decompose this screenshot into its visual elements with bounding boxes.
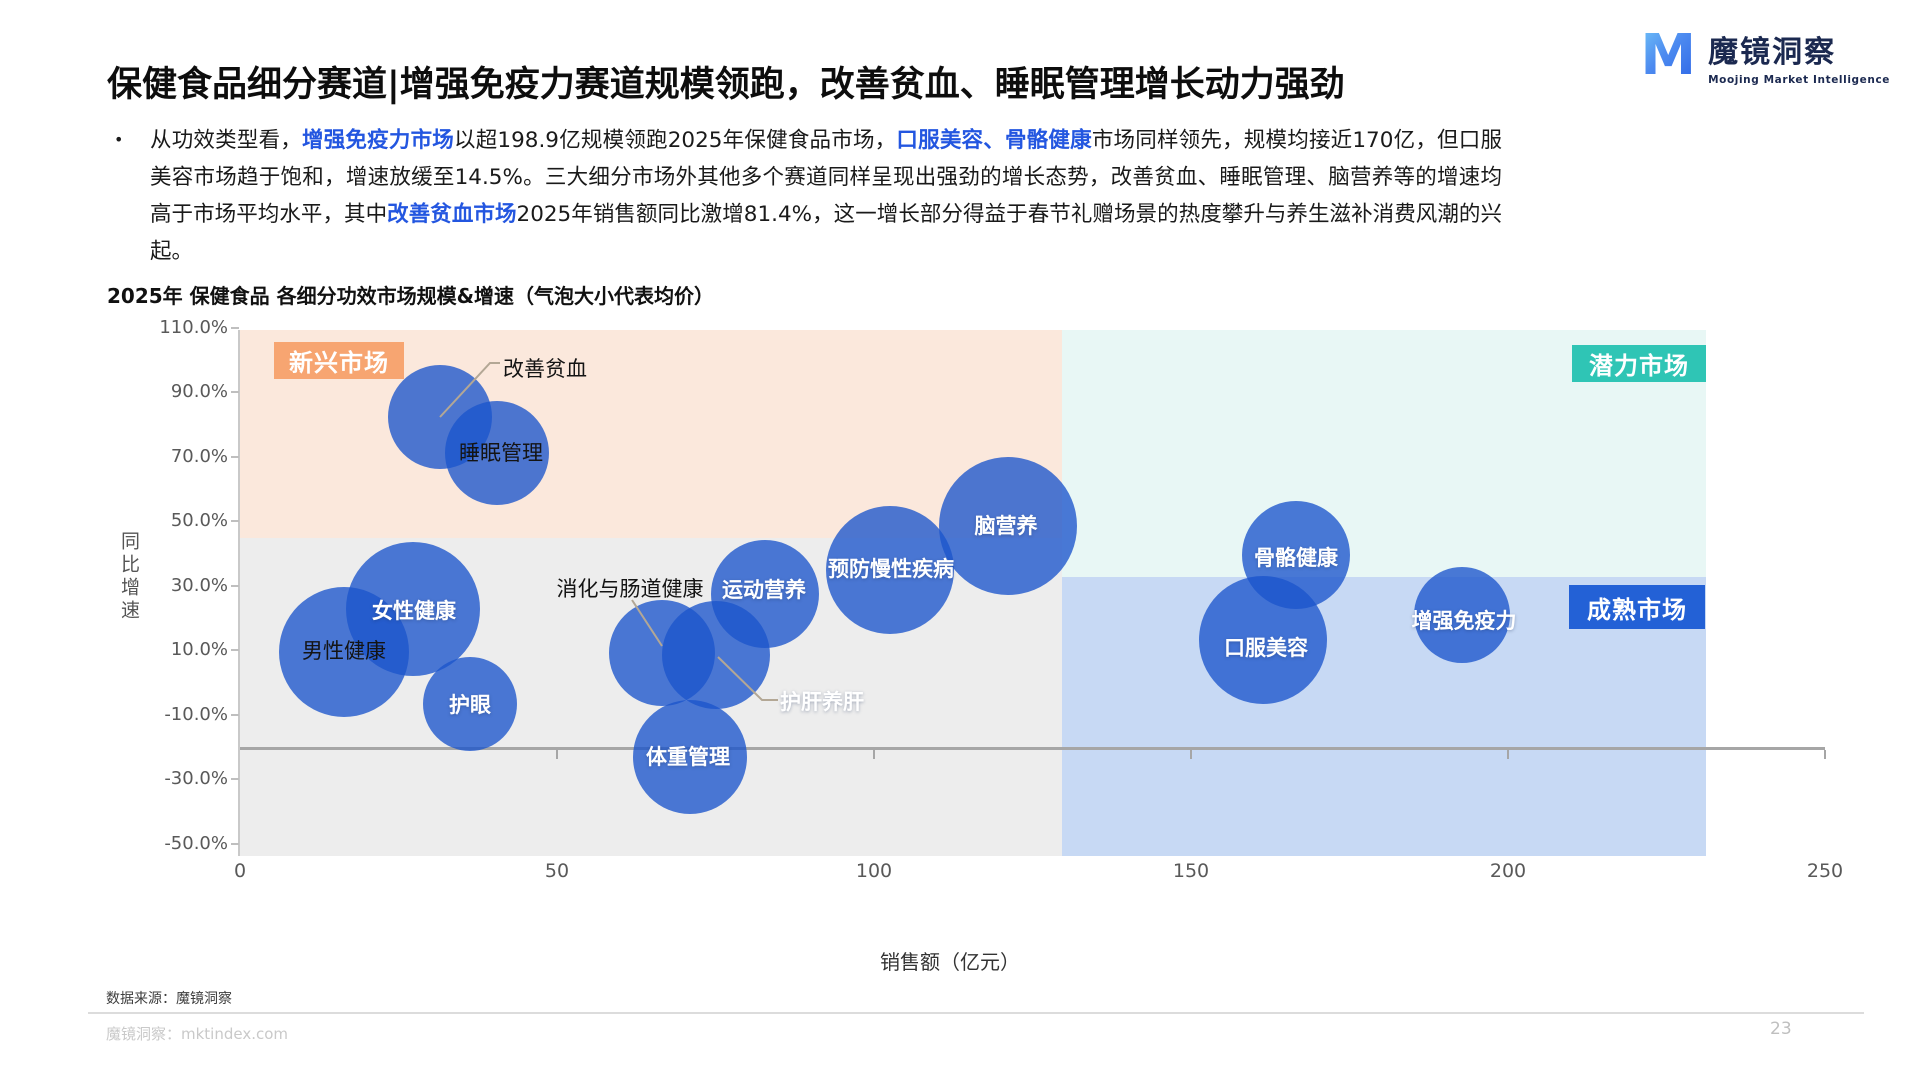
brand-logo-text: 魔镜洞察 Moojing Market Intelligence — [1708, 27, 1890, 86]
summary-paragraph: 从功效类型看，增强免疫力市场以超198.9亿规模领跑2025年保健食品市场，口服… — [150, 122, 1502, 270]
brand-name: 魔镜洞察 — [1708, 34, 1837, 70]
bubble-口服美容 — [1199, 576, 1327, 704]
x-tick-label: 50 — [544, 860, 570, 882]
quadrant-label-emerging: 新兴市场 — [274, 342, 404, 379]
x-axis-tick-mark — [1824, 750, 1826, 759]
quadrant-label-mature: 成熟市场 — [1569, 585, 1705, 629]
x-tick-label: 200 — [1489, 860, 1527, 882]
y-tick-label: -50.0% — [164, 833, 228, 854]
bubble-label-护肝养肝: 护肝养肝 — [780, 690, 864, 714]
y-tick-mark — [231, 585, 239, 587]
bubble-男性健康 — [279, 587, 409, 717]
summary-segment-blue: 口服美容、骨骼健康 — [896, 128, 1092, 153]
y-tick-mark — [231, 649, 239, 651]
summary-segment-normal: 市场同样领先，规模均接近170亿，但口服美容市场趋于饱和，增速放缓至14.5%。… — [150, 128, 1502, 227]
y-tick-mark — [231, 391, 239, 393]
x-tick-label: 250 — [1806, 860, 1844, 882]
y-tick-mark — [231, 327, 239, 329]
chart-title: 2025年 保健食品 各细分功效市场规模&增速（气泡大小代表均价） — [107, 284, 715, 308]
y-tick-label: -10.0% — [164, 704, 228, 725]
y-tick-label: 50.0% — [170, 510, 228, 531]
bubble-label-增强免疫力: 增强免疫力 — [1411, 609, 1517, 633]
bubble-label-女性健康: 女性健康 — [372, 599, 456, 623]
y-tick-mark — [231, 520, 239, 522]
x-axis-tick-mark — [1190, 750, 1192, 759]
y-tick-mark — [231, 843, 239, 845]
y-axis-title: 同比增速 — [118, 531, 140, 623]
y-tick-label: 70.0% — [170, 446, 228, 467]
page-title: 保健食品细分赛道|增强免疫力赛道规模领跑，改善贫血、睡眠管理增长动力强劲 — [107, 65, 1345, 105]
summary-segment-blue: 改善贫血市场 — [387, 202, 517, 227]
summary-segment-normal: 从功效类型看， — [150, 128, 302, 153]
y-tick-mark — [231, 456, 239, 458]
bubble-label-骨骼健康: 骨骼健康 — [1254, 546, 1338, 570]
bubble-label-男性健康: 男性健康 — [302, 639, 386, 663]
bubble-增强免疫力 — [1414, 567, 1510, 663]
x-axis-title: 销售额（亿元） — [880, 950, 1020, 974]
summary-segment-blue: 增强免疫力市场 — [302, 128, 454, 153]
y-axis-line — [238, 330, 240, 856]
bubble-护眼 — [423, 657, 517, 751]
x-axis-line — [240, 747, 1825, 750]
x-axis-tick-mark — [1507, 750, 1509, 759]
bubble-label-预防慢性疾病: 预防慢性疾病 — [828, 557, 954, 581]
summary-segment-normal: 以超198.9亿规模领跑2025年保健食品市场， — [454, 128, 897, 153]
y-tick-label: 90.0% — [170, 381, 228, 402]
y-tick-mark — [231, 714, 239, 716]
brand-subtitle: Moojing Market Intelligence — [1708, 73, 1890, 86]
bubble-体重管理 — [633, 700, 747, 814]
x-tick-label: 0 — [233, 860, 247, 882]
data-source-note: 数据来源：魔镜洞察 — [106, 991, 232, 1007]
bubble-预防慢性疾病 — [826, 506, 954, 634]
y-tick-mark — [231, 778, 239, 780]
summary-bullet: • — [114, 130, 124, 149]
bubble-label-睡眠管理: 睡眠管理 — [459, 441, 543, 465]
summary-segment-normal: 2025年销售额同比激增81.4%，这一增长部分得益于春节礼赠场景的热度攀升与养… — [150, 202, 1502, 264]
page-number: 23 — [1770, 1019, 1792, 1039]
y-tick-label: -30.0% — [164, 768, 228, 789]
bubble-运动营养 — [711, 540, 819, 648]
y-tick-label: 30.0% — [170, 575, 228, 596]
bubble-label-改善贫血: 改善贫血 — [503, 357, 587, 381]
x-axis-tick-mark — [556, 750, 558, 759]
bubble-label-消化与肠道健康: 消化与肠道健康 — [556, 577, 704, 601]
bubble-label-口服美容: 口服美容 — [1224, 636, 1308, 660]
bubble-label-运动营养: 运动营养 — [722, 578, 806, 602]
y-tick-label: 110.0% — [159, 317, 228, 338]
y-tick-label: 10.0% — [170, 639, 228, 660]
x-tick-label: 150 — [1172, 860, 1210, 882]
bubble-label-护眼: 护眼 — [449, 693, 491, 717]
bubble-脑营养 — [939, 457, 1077, 595]
quadrant-label-potential: 潜力市场 — [1572, 345, 1706, 382]
bubble-睡眠管理 — [445, 401, 549, 505]
x-axis-tick-mark — [873, 750, 875, 759]
x-tick-label: 100 — [855, 860, 893, 882]
bubble-label-脑营养: 脑营养 — [974, 514, 1038, 538]
brand-logo-m-icon: M — [1640, 23, 1697, 88]
footer-site-text: 魔镜洞察：mktindex.com — [106, 1025, 289, 1043]
bubble-label-体重管理: 体重管理 — [646, 745, 730, 769]
brand-logo: M 魔镜洞察 Moojing Market Intelligence — [1640, 26, 1890, 86]
footer-divider — [88, 1012, 1864, 1014]
